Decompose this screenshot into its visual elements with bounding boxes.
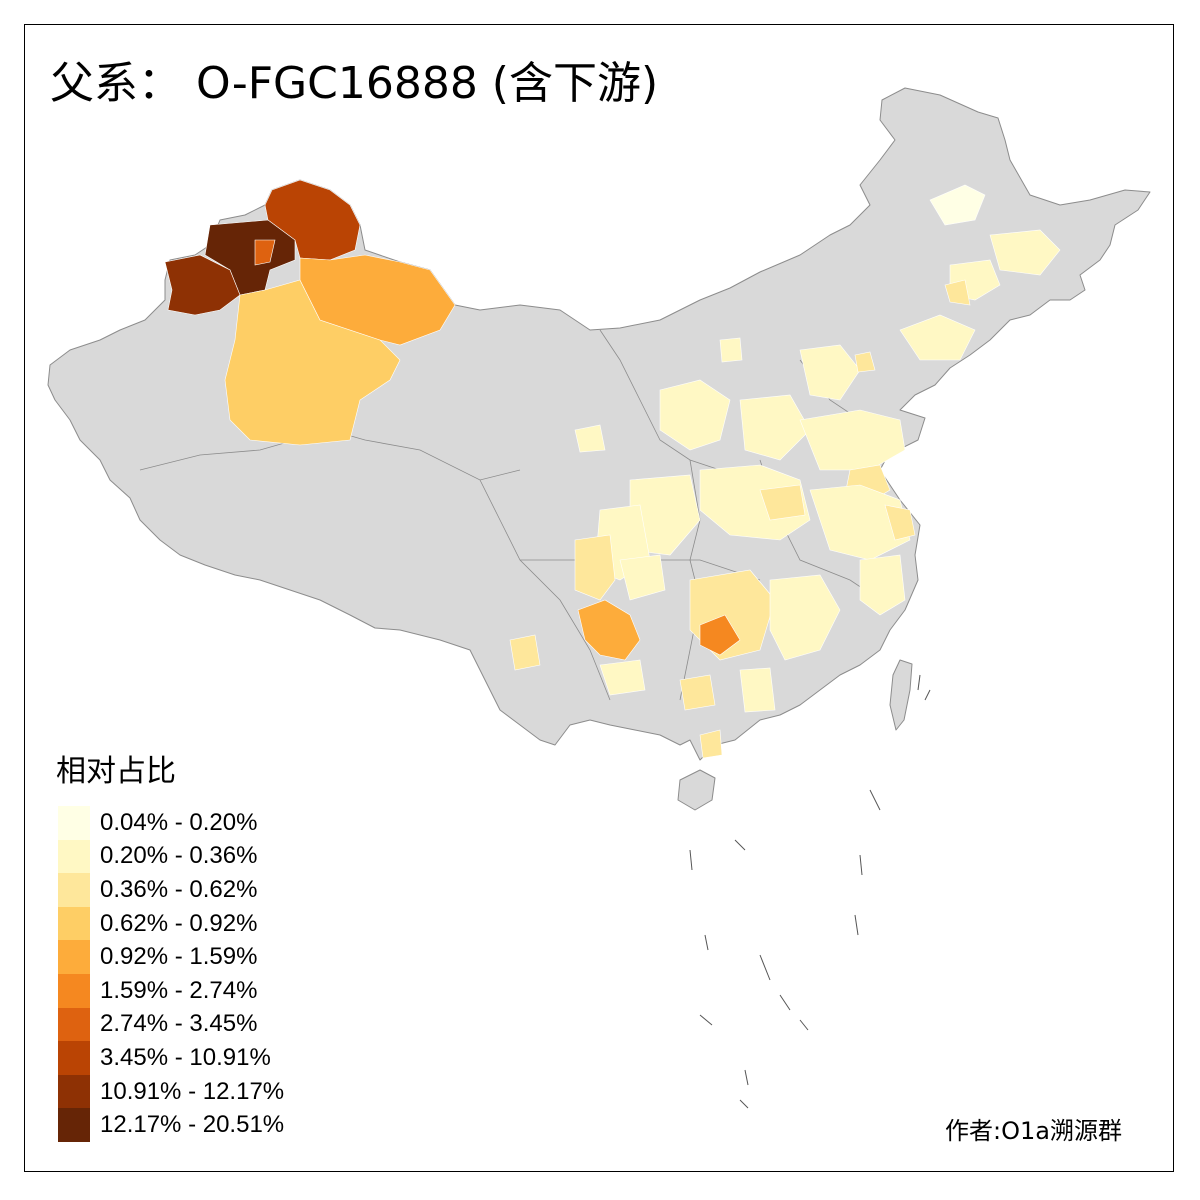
legend-label: 0.92% - 1.59% bbox=[100, 943, 258, 971]
legend-item: 0.04% - 0.20% bbox=[58, 806, 284, 840]
taiwan-island bbox=[889, 659, 913, 731]
region-c-4 bbox=[884, 504, 916, 541]
legend-swatch bbox=[58, 1007, 90, 1042]
region-sw-1 bbox=[574, 534, 616, 601]
region-c-3 bbox=[809, 484, 911, 561]
legend-label: 0.20% - 0.36% bbox=[100, 842, 258, 870]
region-s-5 bbox=[739, 667, 776, 713]
legend-label: 0.62% - 0.92% bbox=[100, 909, 258, 937]
hainan-island bbox=[677, 769, 716, 811]
region-n-5 bbox=[739, 394, 811, 461]
region-n-8 bbox=[574, 424, 606, 453]
region-xj-4 bbox=[254, 239, 276, 266]
legend-swatch bbox=[58, 1041, 90, 1075]
region-xj-2 bbox=[204, 219, 296, 296]
region-sw-3 bbox=[509, 634, 541, 671]
legend-item: 3.45% - 10.91% bbox=[58, 1041, 284, 1075]
south-sea-islands bbox=[689, 674, 931, 1109]
region-s-6 bbox=[859, 554, 906, 616]
legend-swatch bbox=[58, 839, 90, 874]
mainland-outline bbox=[47, 87, 1151, 761]
legend-label: 0.36% - 0.62% bbox=[100, 875, 258, 903]
legend-label: 1.59% - 2.74% bbox=[100, 976, 258, 1004]
region-s-3 bbox=[769, 574, 841, 661]
legend-label: 2.74% - 3.45% bbox=[100, 1010, 258, 1038]
legend-swatch bbox=[58, 873, 90, 907]
legend-swatch bbox=[58, 1108, 90, 1142]
legend-label: 12.17% - 20.51% bbox=[100, 1111, 285, 1139]
region-ne-2 bbox=[989, 229, 1061, 276]
region-ne-1 bbox=[929, 184, 986, 226]
legend-swatch bbox=[58, 973, 90, 1008]
legend-label: 3.45% - 10.91% bbox=[100, 1043, 271, 1071]
region-sw-5 bbox=[599, 659, 646, 696]
author-credit: 作者:O1a溯源群 bbox=[945, 1117, 1122, 1145]
legend-item: 12.17% - 20.51% bbox=[58, 1108, 284, 1142]
legend-item: 0.62% - 0.92% bbox=[58, 906, 284, 941]
legend-item: 0.92% - 1.59% bbox=[58, 940, 284, 974]
region-s-2 bbox=[699, 614, 741, 656]
legend-swatch bbox=[58, 940, 90, 974]
map-title: 父系： O-FGC16888 (含下游) bbox=[50, 58, 659, 109]
legend-swatch bbox=[58, 906, 90, 941]
region-n-1 bbox=[799, 344, 861, 401]
region-n-4 bbox=[719, 337, 743, 363]
legend-item: 0.20% - 0.36% bbox=[58, 839, 284, 874]
region-s-4 bbox=[679, 674, 716, 711]
legend-title: 相对占比 bbox=[56, 754, 176, 789]
region-ne-5 bbox=[899, 314, 976, 361]
legend-item: 1.59% - 2.74% bbox=[58, 973, 284, 1008]
region-c-2 bbox=[759, 484, 806, 521]
region-n-3 bbox=[659, 379, 731, 451]
region-c-1 bbox=[699, 464, 811, 541]
region-ne-4 bbox=[944, 279, 971, 306]
region-n-6 bbox=[799, 409, 906, 471]
legend-swatch bbox=[58, 1074, 90, 1109]
region-sw-4 bbox=[619, 554, 666, 601]
legend-swatch bbox=[58, 806, 90, 840]
legend-label: 0.04% - 0.20% bbox=[100, 808, 258, 836]
region-xj-3 bbox=[164, 254, 241, 316]
legend-item: 0.36% - 0.62% bbox=[58, 873, 284, 907]
region-s-7 bbox=[699, 729, 723, 759]
region-n-2 bbox=[854, 351, 876, 373]
data-regions bbox=[164, 179, 1061, 759]
legend-label: 10.91% - 12.17% bbox=[100, 1077, 285, 1105]
map-frame bbox=[24, 24, 1174, 1172]
legend: 0.04% - 0.20% 0.20% - 0.36% 0.36% - 0.62… bbox=[58, 806, 284, 1142]
region-sw-2 bbox=[577, 599, 641, 661]
legend-item: 10.91% - 12.17% bbox=[58, 1074, 285, 1109]
legend-item: 2.74% - 3.45% bbox=[58, 1007, 284, 1042]
region-xj-6 bbox=[299, 254, 456, 346]
